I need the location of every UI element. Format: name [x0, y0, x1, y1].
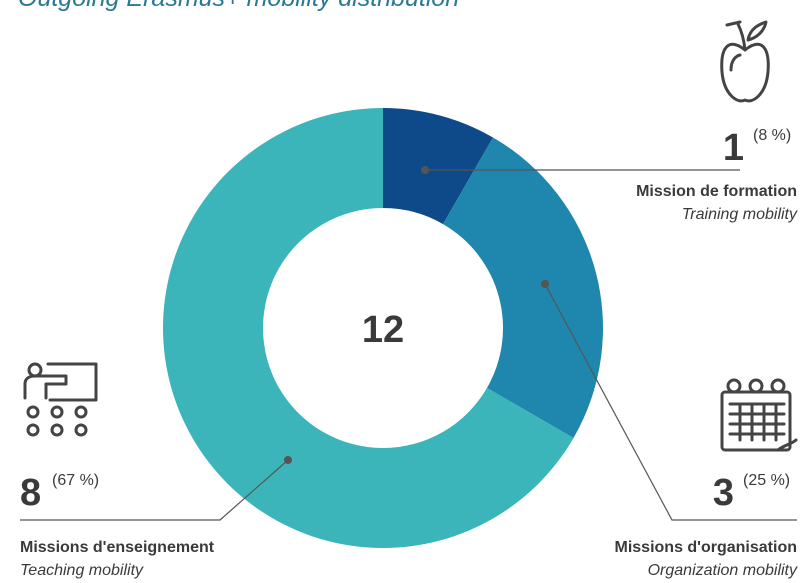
chart-title: Outgoing Erasmus+ mobility distribution — [18, 0, 459, 12]
category-label: Missions d'organisation — [615, 539, 798, 556]
leader-line — [20, 459, 289, 521]
leader-dot — [421, 166, 429, 174]
teacher-icon — [23, 362, 98, 437]
donut-segment — [162, 108, 574, 548]
category-label-en: Organization mobility — [648, 562, 798, 579]
percent-label: (67 %) — [52, 472, 99, 489]
value-label: 8 — [20, 472, 41, 514]
category-label: Missions d'enseignement — [20, 539, 215, 556]
donut-segment — [383, 108, 493, 225]
calendar-icon — [720, 378, 798, 452]
category-label-en: Training mobility — [682, 206, 798, 223]
donut-segment — [443, 137, 603, 438]
leader-line — [544, 283, 797, 521]
percent-label: (8 %) — [753, 127, 791, 144]
value-label: 1 — [723, 127, 744, 169]
value-label: 3 — [713, 472, 734, 514]
leader-dot — [284, 456, 292, 464]
apple-icon — [720, 20, 770, 103]
category-label-en: Teaching mobility — [20, 562, 144, 579]
total-label: 12 — [362, 309, 404, 351]
leader-dot — [541, 280, 549, 288]
percent-label: (25 %) — [743, 472, 790, 489]
category-label: Mission de formation — [636, 183, 797, 200]
